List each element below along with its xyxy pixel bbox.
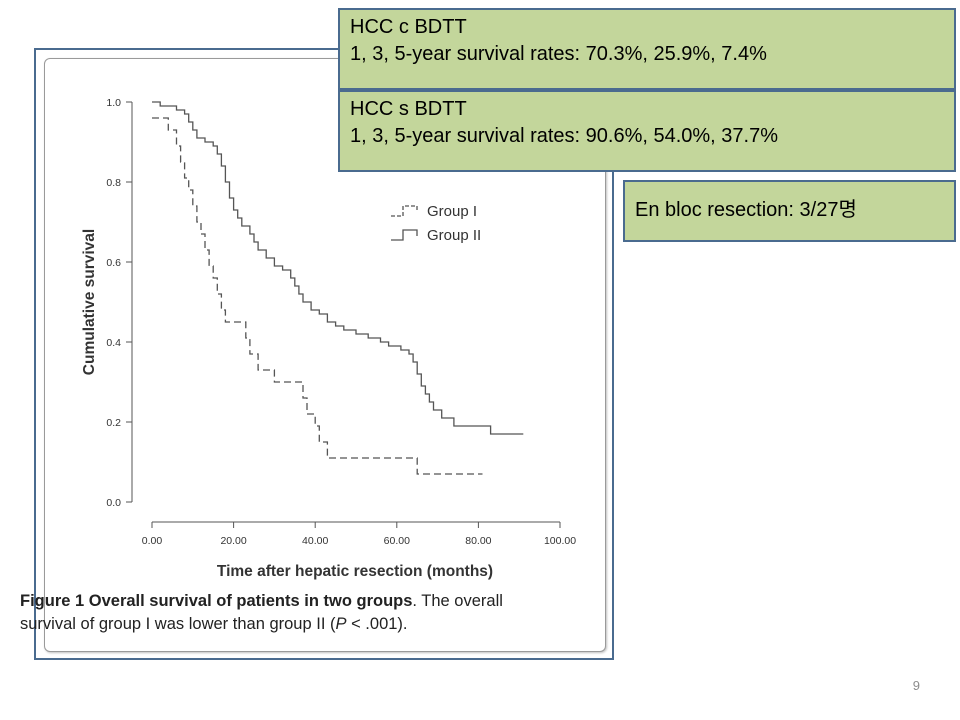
- callout-hcc-with-bdtt: HCC c BDTT 1, 3, 5-year survival rates: …: [338, 8, 956, 90]
- series-line-group-1: [152, 117, 483, 475]
- figure-caption: Figure 1 Overall survival of patients in…: [20, 590, 595, 636]
- y-tick-label: 0.4: [106, 337, 121, 349]
- x-axis-label: Time after hepatic resection (months): [217, 563, 493, 580]
- y-axis-label: Cumulative survival: [81, 229, 98, 375]
- series-line-group-2: [152, 101, 524, 435]
- callout-en-bloc-resection: En bloc resection: 3/27명: [623, 180, 956, 242]
- x-tick-label: 0.00: [142, 535, 163, 547]
- legend-label-group-1: Group I: [427, 203, 477, 220]
- callout-hcc-c-rates: 1, 3, 5-year survival rates: 70.3%, 25.9…: [350, 43, 767, 65]
- callout-hcc-without-bdtt: HCC s BDTT 1, 3, 5-year survival rates: …: [338, 90, 956, 172]
- y-tick-label: 1.0: [106, 97, 121, 109]
- legend-label-group-2: Group II: [427, 227, 481, 244]
- x-tick-label: 40.00: [302, 535, 328, 547]
- callout-hcc-s-rates: 1, 3, 5-year survival rates: 90.6%, 54.0…: [350, 125, 778, 147]
- x-tick-label: 20.00: [220, 535, 246, 547]
- callout-hcc-c-title: HCC c BDTT: [350, 16, 467, 38]
- y-tick-label: 0.0: [106, 497, 121, 509]
- callout-en-bloc-text: En bloc resection: 3/27명: [635, 199, 857, 221]
- legend-symbol-group-1: [391, 205, 418, 217]
- x-tick-label: 80.00: [465, 535, 491, 547]
- y-tick-label: 0.8: [106, 177, 121, 189]
- y-tick-label: 0.6: [106, 257, 121, 269]
- callout-hcc-s-title: HCC s BDTT: [350, 98, 467, 120]
- y-tick-label: 0.2: [106, 417, 121, 429]
- x-tick-label: 60.00: [384, 535, 410, 547]
- page-number: 9: [912, 678, 920, 693]
- x-tick-label: 100.00: [544, 535, 576, 547]
- legend-symbol-group-2: [391, 229, 418, 241]
- caption-title: Figure 1 Overall survival of patients in…: [20, 592, 413, 610]
- caption-text: . The overall survival of group I was low…: [20, 592, 503, 633]
